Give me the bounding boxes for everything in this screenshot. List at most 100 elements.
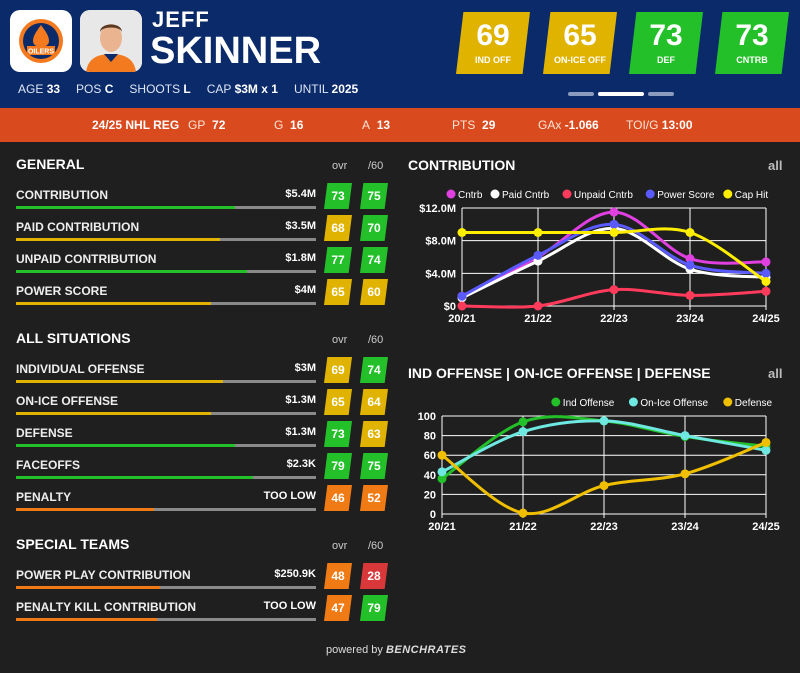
rating-bar-fill [16,302,211,305]
legend-label: Unpaid Cntrb [574,190,633,201]
contribution-chart: $0 $4.0M $8.0M $12.0M 20/21 21/22 22/23 23/24 24… [419,189,780,325]
legend-swatch [645,189,655,199]
x-tick-label: 20/21 [448,313,476,325]
rating-row[interactable]: DEFENSE $1.3M 73 63 [16,421,396,452]
rating-ovr-pill: 73 [324,421,352,447]
rating-row[interactable]: INDIVIDUAL OFFENSE $3M 69 74 [16,357,396,388]
data-point[interactable] [761,277,771,286]
data-point[interactable] [599,481,609,491]
data-point[interactable] [609,219,619,229]
rating-value: $1.8M [285,252,316,264]
rating-bar-track [16,238,316,241]
stat-gax: GAx -1.066 [538,118,599,132]
y-tick-label: 80 [424,431,436,443]
data-point[interactable] [457,228,467,237]
rating-bar-fill [16,618,157,621]
data-point[interactable] [599,416,609,426]
rating-name: PENALTY [16,490,72,504]
meta-position: POS C [76,82,114,96]
rating-bar-fill [16,238,220,241]
data-point[interactable] [761,286,771,296]
rating-per60-pill: 52 [360,485,388,511]
data-point[interactable] [437,450,447,460]
data-point[interactable] [609,207,619,217]
rating-row[interactable]: FACEOFFS $2.3K 79 75 [16,453,396,484]
rating-bar-track [16,302,316,305]
player-meta: AGE 33 POS C SHOOTS L CAP $3M x 1 UNTIL … [18,82,358,96]
data-point[interactable] [685,228,695,237]
stat-assists: A 13 [362,118,391,132]
rating-bar-track [16,618,316,621]
badge-ind-off[interactable]: 69 IND OFF [456,12,530,74]
data-point[interactable] [518,508,528,518]
rating-value: $1.3M [285,394,316,406]
data-point[interactable] [685,260,695,270]
rating-bar-fill [16,444,235,447]
data-point[interactable] [609,285,619,295]
rating-bar-track [16,444,316,447]
carousel-dot-1[interactable] [568,92,594,96]
legend-swatch [628,397,638,407]
player-photo [80,10,142,72]
rating-ovr-pill: 68 [324,215,352,241]
rating-row[interactable]: ON-ICE OFFENSE $1.3M 65 64 [16,389,396,420]
rating-bar-fill [16,380,223,383]
y-tick-label: $8.0M [425,236,456,248]
rating-value: $5.4M [285,188,316,200]
rating-bar-fill [16,206,235,209]
rating-value: $250.9K [274,568,316,580]
contribution-all-link[interactable]: all [768,158,783,173]
legend-label: Ind Offense [563,398,615,409]
rating-row[interactable]: PENALTY KILL CONTRIBUTION TOO LOW 47 79 [16,595,396,626]
data-point[interactable] [437,467,447,477]
col-header-ovr: ovr [332,160,348,172]
section-title: GENERAL [16,156,85,172]
rating-bar-fill [16,508,154,511]
carousel-dot-3[interactable] [648,92,674,96]
rating-name: INDIVIDUAL OFFENSE [16,362,145,376]
offense-all-link[interactable]: all [768,366,783,381]
stat-season: 24/25 NHL REG [92,118,180,132]
data-point[interactable] [685,290,695,300]
rating-ovr-pill: 79 [324,453,352,479]
carousel-dots[interactable] [568,92,674,96]
badge-cntrb[interactable]: 73 CNTRB [715,12,789,74]
meta-age: AGE 33 [18,82,61,96]
data-point[interactable] [761,437,771,447]
data-point[interactable] [533,228,543,237]
rating-per60-pill: 74 [360,357,388,383]
rating-row[interactable]: PENALTY TOO LOW 46 52 [16,485,396,516]
rating-row[interactable]: POWER PLAY CONTRIBUTION $250.9K 48 28 [16,563,396,594]
stat-points: PTS 29 [452,118,496,132]
rating-per60-pill: 28 [360,563,388,589]
data-point[interactable] [457,301,467,311]
meta-cap: CAP $3M x 1 [206,82,278,96]
x-tick-label: 23/24 [676,313,704,325]
badge-def[interactable]: 73 DEF [629,12,703,74]
legend-label: Cap Hit [735,190,769,201]
rating-name: FACEOFFS [16,458,81,472]
carousel-dot-2[interactable] [598,92,644,96]
rating-row[interactable]: POWER SCORE $4M 65 60 [16,279,396,310]
data-point[interactable] [761,445,771,455]
data-point[interactable] [680,431,690,441]
data-point[interactable] [609,228,619,237]
data-point[interactable] [518,417,528,427]
data-point[interactable] [533,301,543,311]
data-point[interactable] [761,268,771,278]
player-first-name: JEFF [152,7,210,32]
data-point[interactable] [437,474,447,484]
data-point[interactable] [685,254,695,264]
data-point[interactable] [680,469,690,479]
badge-on-ice-off[interactable]: 65 ON-ICE OFF [543,12,617,74]
rating-row[interactable]: UNPAID CONTRIBUTION $1.8M 77 74 [16,247,396,278]
rating-ovr-pill: 47 [324,595,352,621]
data-point[interactable] [518,427,528,437]
meta-shoots: SHOOTS L [129,82,191,96]
data-point[interactable] [533,250,543,260]
rating-row[interactable]: PAID CONTRIBUTION $3.5M 68 70 [16,215,396,246]
player-headshot-icon [80,10,142,72]
data-point[interactable] [457,291,467,301]
rating-row[interactable]: CONTRIBUTION $5.4M 73 75 [16,183,396,214]
data-point[interactable] [761,257,771,267]
